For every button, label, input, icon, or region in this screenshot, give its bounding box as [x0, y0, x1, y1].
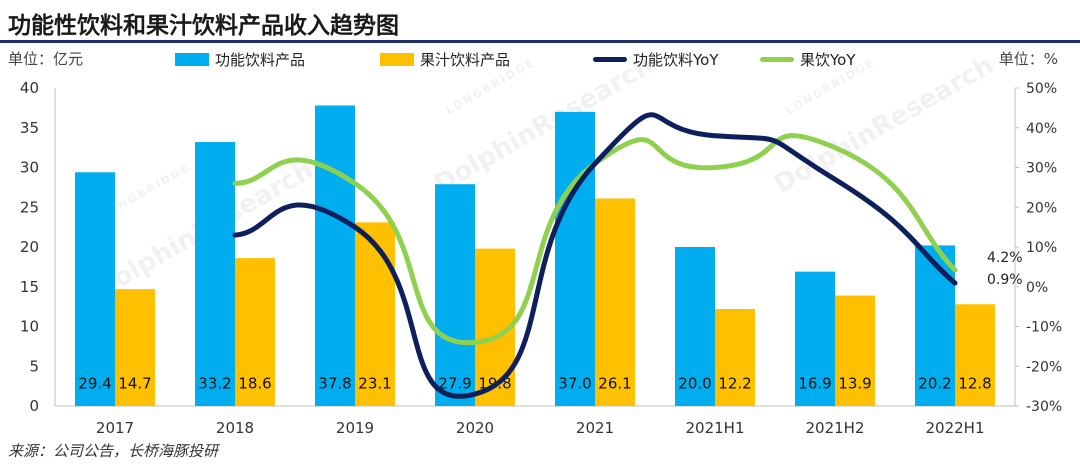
right-axis-tick-label: 10%	[1026, 240, 1057, 256]
right-axis-tick-label: -20%	[1026, 359, 1062, 375]
x-axis-tick-label: 2021H1	[686, 419, 745, 437]
right-axis-tick-label: -10%	[1026, 320, 1062, 336]
legend-label: 果饮YoY	[800, 50, 856, 69]
legend-item-juice-yoy: 果饮YoY	[760, 48, 856, 70]
bar-functional-product	[555, 111, 595, 406]
bar-juice-product	[715, 309, 755, 406]
bar-label-juice-product: 23.1	[358, 375, 391, 393]
bar-label-juice-product: 14.7	[118, 375, 151, 393]
line-functional-yoy	[232, 112, 958, 399]
bar-functional-product	[435, 184, 475, 406]
bar-functional-product	[675, 247, 715, 406]
left-axis-tick-label: 0	[29, 397, 39, 415]
bar-juice-product	[115, 289, 155, 406]
bar-label-functional-product: 20.2	[918, 375, 951, 393]
x-axis-tick-label: 2021	[576, 419, 614, 437]
right-axis-tick-label: 50%	[1026, 81, 1057, 97]
bar-juice-product	[595, 198, 635, 406]
bar-label-functional-product: 33.2	[198, 375, 231, 393]
legend-swatch-line	[593, 56, 627, 62]
legend-item-juice-product: 果汁饮料产品	[380, 48, 510, 70]
x-axis-tick-label: 2020	[456, 419, 494, 437]
combo-chart: 0 5 10 15 20 25 30 35 40 -30% -20% -10% 0% 10% 20% 30% 4…	[20, 79, 1062, 437]
bar-label-functional-product: 27.9	[438, 375, 471, 393]
right-axis-tick-label: 20%	[1026, 200, 1057, 216]
left-axis-tick-label: 5	[29, 357, 39, 375]
bar-functional-product	[315, 105, 355, 407]
bar-label-functional-product: 37.0	[558, 375, 591, 393]
left-axis-unit: 单位：亿元	[8, 50, 84, 68]
right-axis-tick-label: -30%	[1026, 399, 1062, 415]
x-axis-tick-label: 2022H1	[926, 419, 985, 437]
bar-juice-product	[955, 304, 995, 406]
bar-juice-product	[355, 222, 395, 406]
bar-label-juice-product: 12.8	[958, 375, 991, 393]
left-axis-tick-label: 25	[20, 198, 39, 216]
legend-item-functional-product: 功能饮料产品	[175, 48, 305, 70]
legend-swatch-bar	[175, 52, 209, 66]
bar-label-juice-product: 12.2	[718, 375, 751, 393]
x-axis-tick-label: 2017	[96, 419, 134, 437]
bar-juice-product	[235, 258, 275, 406]
bar-functional-product	[195, 142, 235, 406]
bar-label-functional-product: 16.9	[798, 375, 831, 393]
legend-swatch-line	[760, 56, 794, 62]
right-axis-tick-label: 30%	[1026, 161, 1057, 177]
legend-swatch-bar	[380, 52, 414, 66]
x-axis-tick-label: 2018	[216, 419, 254, 437]
source-note: 来源：公司公告，长桥海豚投研	[8, 442, 219, 460]
x-axis-tick-label: 2021H2	[806, 419, 865, 437]
bar-functional-product	[75, 172, 115, 406]
left-axis-tick-label: 35	[20, 119, 39, 137]
bar-label-functional-product: 37.8	[318, 375, 351, 393]
bar-label-functional-product: 20.0	[678, 375, 711, 393]
bar-functional-product	[915, 245, 955, 406]
left-axis-tick-label: 15	[20, 278, 39, 296]
line-end-label-juice-yoy: 4.2%	[987, 250, 1023, 266]
left-axis-tick-label: 10	[20, 318, 39, 336]
bar-label-juice-product: 18.6	[238, 375, 271, 393]
bar-label-juice-product: 26.1	[598, 375, 631, 393]
title-underline	[0, 40, 1080, 43]
legend-label: 功能饮料产品	[215, 50, 306, 69]
line-end-label-functional-yoy: 0.9%	[987, 272, 1023, 288]
bar-functional-product	[795, 271, 835, 406]
bar-label-juice-product: 13.9	[838, 375, 871, 393]
chart-title: 功能性饮料和果汁饮料产品收入趋势图	[8, 13, 399, 39]
right-axis-unit: 单位：%	[998, 50, 1058, 68]
right-axis-tick-label: 40%	[1026, 121, 1057, 137]
legend-label: 果汁饮料产品	[420, 50, 511, 69]
legend-label: 功能饮料YoY	[633, 50, 719, 69]
bar-juice-product	[835, 295, 875, 406]
left-axis-tick-label: 20	[20, 238, 39, 256]
right-axis-tick-label: 0%	[1026, 280, 1048, 296]
bar-label-functional-product: 29.4	[78, 375, 111, 393]
x-axis-tick-label: 2019	[336, 419, 374, 437]
legend-item-functional-yoy: 功能饮料YoY	[593, 48, 719, 70]
left-axis-tick-label: 40	[20, 79, 39, 97]
left-axis-tick-label: 30	[20, 159, 39, 177]
